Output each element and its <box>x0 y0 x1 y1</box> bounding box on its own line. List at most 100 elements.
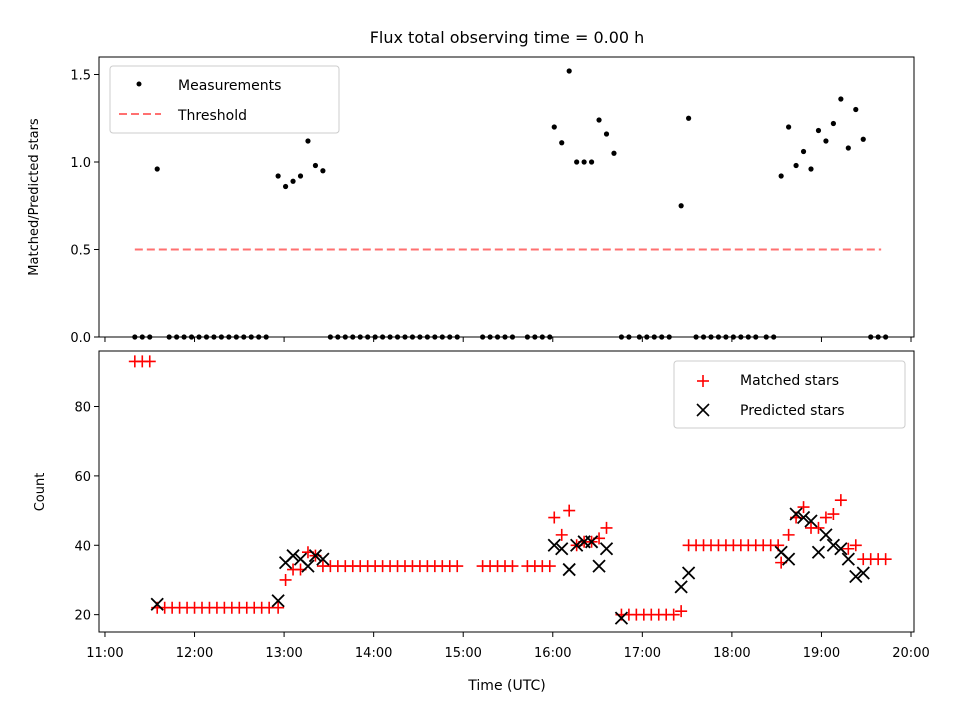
y-tick-label: 0.5 <box>70 244 91 259</box>
legend-predicted-label: Predicted stars <box>740 403 845 419</box>
top-points-layer <box>132 68 889 340</box>
measurement-point <box>678 203 684 209</box>
predicted-star-point <box>781 552 796 566</box>
predicted-star-point <box>681 566 696 580</box>
predicted-star-point <box>834 542 848 556</box>
measurement-point <box>154 166 160 172</box>
predicted-star-point <box>592 559 606 573</box>
bottom-plot-frame <box>98 350 915 633</box>
legend-matched-marker <box>697 375 709 387</box>
y-tick-label: 40 <box>74 539 91 554</box>
measurement-point <box>686 115 692 121</box>
x-tick-label: 20:00 <box>892 646 929 661</box>
measurement-point <box>551 124 557 130</box>
matched-star-point <box>279 573 292 586</box>
matched-star-point <box>842 542 855 555</box>
legend-matched-label: Matched stars <box>740 373 839 389</box>
predicted-star-point <box>599 542 614 556</box>
measurement-point <box>778 173 784 179</box>
bottom-matched-layer <box>128 355 892 621</box>
bottom-xticks: 11:00 12:00 13:00 14:00 15:00 16:00 17:00 18:00… <box>86 632 930 661</box>
chart-title: Flux total observing time = 0.00 h <box>370 28 645 47</box>
measurement-point <box>559 140 565 146</box>
predicted-star-point <box>271 594 285 608</box>
measurement-point <box>282 183 289 190</box>
measurement-point <box>603 131 610 137</box>
matched-star-point <box>506 560 519 573</box>
measurement-point <box>808 166 814 172</box>
measurement-point <box>305 138 311 144</box>
matched-star-point <box>555 528 568 541</box>
predicted-star-point <box>819 528 833 542</box>
predicted-star-point <box>804 514 818 528</box>
legend-threshold-label: Threshold <box>177 108 247 124</box>
y-tick-label: 1.5 <box>70 69 91 84</box>
measurement-point <box>290 178 296 184</box>
y-tick-label: 80 <box>74 401 91 416</box>
predicted-star-point <box>286 549 300 563</box>
matched-star-point <box>563 504 576 517</box>
matched-star-point <box>812 521 825 534</box>
top-legend-box <box>109 65 340 134</box>
top-legend: Measurements Threshold <box>109 65 340 134</box>
measurement-point <box>320 168 326 174</box>
bottom-predicted-layer <box>150 507 870 625</box>
bottom-legend-box <box>673 360 906 429</box>
matched-star-point <box>879 553 892 566</box>
matched-star-point <box>667 608 680 621</box>
legend-measurement-marker <box>136 81 142 87</box>
x-tick-label: 13:00 <box>265 646 302 661</box>
top-plot-frame <box>98 56 915 338</box>
predicted-star-point <box>301 559 315 573</box>
predicted-star-point <box>570 538 584 552</box>
matched-star-point <box>451 560 464 573</box>
matched-star-point <box>849 539 862 552</box>
predicted-star-point <box>674 580 688 594</box>
predicted-star-point <box>826 538 841 552</box>
predicted-star-point <box>150 597 164 611</box>
predicted-star-point <box>614 611 629 625</box>
measurement-point <box>574 159 580 165</box>
measurement-point <box>830 120 836 127</box>
measurement-point <box>853 106 859 113</box>
x-axis-label: Time (UTC) <box>467 678 545 694</box>
measurement-point <box>581 159 587 165</box>
matched-star-point <box>272 601 285 614</box>
x-tick-label: 11:00 <box>86 646 123 661</box>
matched-star-point <box>600 521 613 534</box>
x-tick-label: 17:00 <box>624 646 661 661</box>
matched-star-point <box>675 605 688 618</box>
x-tick-label: 16:00 <box>534 646 571 661</box>
predicted-star-point <box>841 552 855 566</box>
measurement-point <box>312 162 319 169</box>
matched-star-point <box>548 511 561 524</box>
predicted-star-point <box>849 569 863 584</box>
legend-predicted-marker <box>696 403 710 417</box>
measurement-point <box>566 68 572 74</box>
predicted-star-point <box>811 545 826 559</box>
measurement-point <box>838 96 844 102</box>
predicted-star-point <box>789 507 803 521</box>
x-tick-label: 14:00 <box>355 646 392 661</box>
measurement-point <box>793 162 799 169</box>
predicted-star-point <box>555 542 569 556</box>
predicted-star-point <box>796 510 811 525</box>
matched-star-point <box>782 528 795 541</box>
predicted-star-point <box>308 549 323 563</box>
matched-star-point <box>543 560 556 573</box>
measurement-point <box>596 117 602 123</box>
predicted-star-point <box>562 562 576 577</box>
y-tick-label: 20 <box>74 609 91 624</box>
matched-star-point <box>797 501 810 514</box>
predicted-star-point <box>316 552 330 566</box>
measurement-point <box>823 138 829 144</box>
predicted-star-point <box>584 535 599 549</box>
bottom-legend: Matched stars Predicted stars <box>673 360 906 429</box>
measurement-point <box>815 127 822 134</box>
x-tick-label: 19:00 <box>803 646 840 661</box>
bottom-y-axis-label: Count <box>33 473 48 512</box>
y-tick-label: 1.0 <box>70 156 91 171</box>
measurement-point <box>845 145 851 151</box>
